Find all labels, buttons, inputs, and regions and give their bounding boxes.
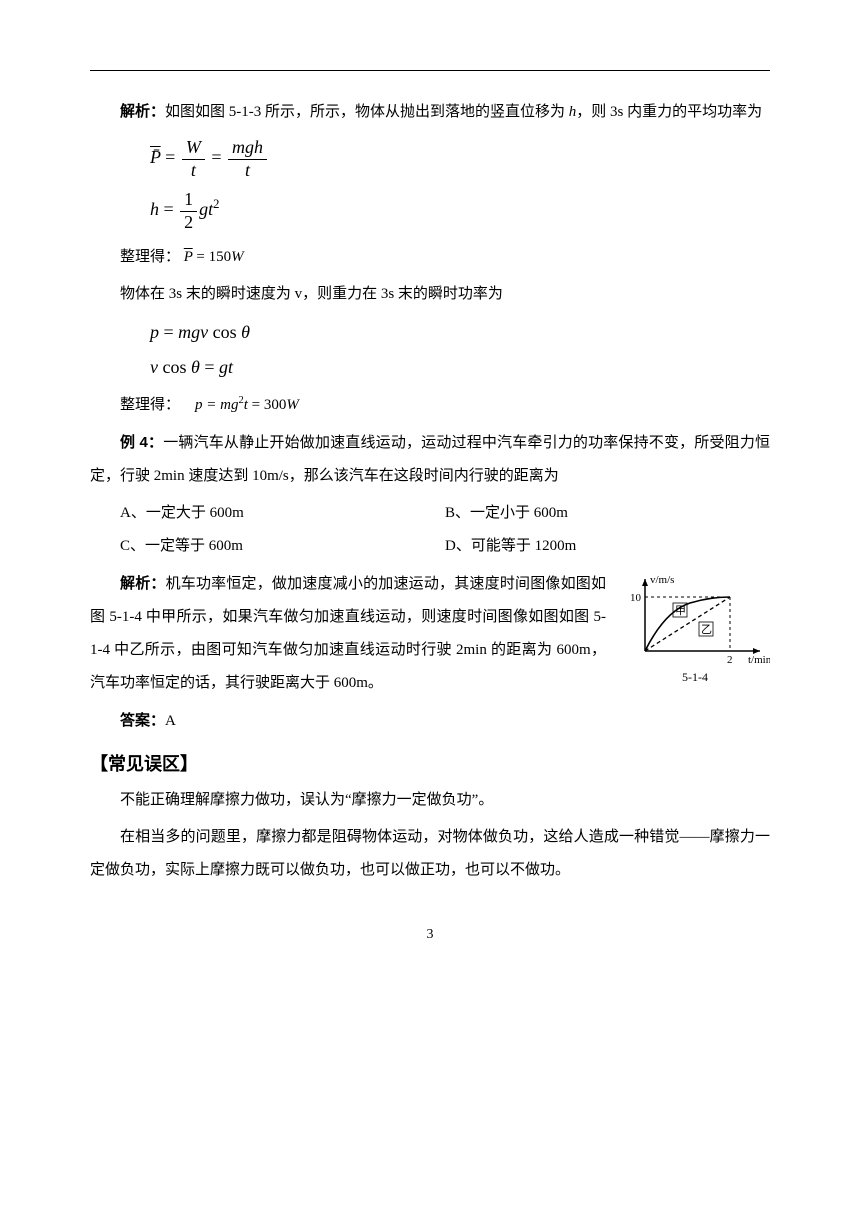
analysis-1: 解析：如图如图 5-1-3 所示，所示，物体从抛出到落地的竖直位移为 h，则 3… <box>90 95 770 129</box>
top-rule <box>90 70 770 71</box>
graph-5-1-4: 10 2 v/m/s t/min 甲 乙 5-1-4 <box>620 571 770 685</box>
graph-svg: 10 2 v/m/s t/min 甲 乙 <box>620 571 770 666</box>
page-number: 3 <box>90 927 770 943</box>
analysis-1-lead: 解析： <box>120 103 165 120</box>
analysis-1-tail: ，则 3s 内重力的平均功率为 <box>576 104 762 120</box>
analysis-2-text: 机车功率恒定，做加速度减小的加速运动，其速度时间图像如图如图 5-1-4 中甲所… <box>90 576 606 691</box>
misconception-2: 在相当多的问题里，摩擦力都是阻碍物体运动，对物体做负功，这给人造成一种错觉——摩… <box>90 821 770 887</box>
graph-line-label: 乙 <box>701 623 712 636</box>
analysis-2: 解析：机车功率恒定，做加速度减小的加速运动，其速度时间图像如图如图 5-1-4 … <box>90 567 606 700</box>
analysis-1-text: 如图如图 5-1-3 所示，所示，物体从抛出到落地的竖直位移为 <box>165 104 569 120</box>
section-title: 【常见误区】 <box>90 750 770 776</box>
option-d: D、可能等于 1200m <box>445 530 770 563</box>
graph-ylabel: v/m/s <box>650 574 674 586</box>
equation-6-line: 整理得： p = mg2t = 300W <box>90 389 770 422</box>
option-b: B、一定小于 600m <box>445 497 770 530</box>
graph-curve-label: 甲 <box>675 605 686 617</box>
analysis-2-lead: 解析： <box>120 575 166 592</box>
graph-xtick: 2 <box>727 654 733 666</box>
graph-xlabel: t/min <box>748 654 770 666</box>
option-c: C、一定等于 600m <box>120 530 445 563</box>
equation-1: P̄ = Wt = mght <box>150 137 770 181</box>
answer-line: 答案：A <box>90 704 770 738</box>
options-block: A、一定大于 600m B、一定小于 600m C、一定等于 600m D、可能… <box>120 497 770 563</box>
option-a: A、一定大于 600m <box>120 497 445 530</box>
misconception-1: 不能正确理解摩擦力做功，误认为“摩擦力一定做负功”。 <box>90 784 770 817</box>
answer-lead: 答案： <box>120 712 165 729</box>
example-4-label: 例 4： <box>120 434 163 451</box>
graph-caption: 5-1-4 <box>620 670 770 685</box>
equation-2: h = 12gt2 <box>150 189 770 233</box>
graph-ytick: 10 <box>630 592 642 604</box>
example-4: 例 4：一辆汽车从静止开始做加速直线运动，运动过程中汽车牵引力的功率保持不变，所… <box>90 426 770 493</box>
answer-text: A <box>165 713 176 729</box>
equation-5: v cos θ = gt <box>150 354 770 381</box>
analysis-1b: 物体在 3s 末的瞬时速度为 v，则重力在 3s 末的瞬时功率为 <box>90 278 770 311</box>
equation-3-line: 整理得： P = 150W <box>90 241 770 274</box>
example-4-text: 一辆汽车从静止开始做加速直线运动，运动过程中汽车牵引力的功率保持不变，所受阻力恒… <box>90 435 770 484</box>
equation-4: p = mgv cos θ <box>150 319 770 346</box>
